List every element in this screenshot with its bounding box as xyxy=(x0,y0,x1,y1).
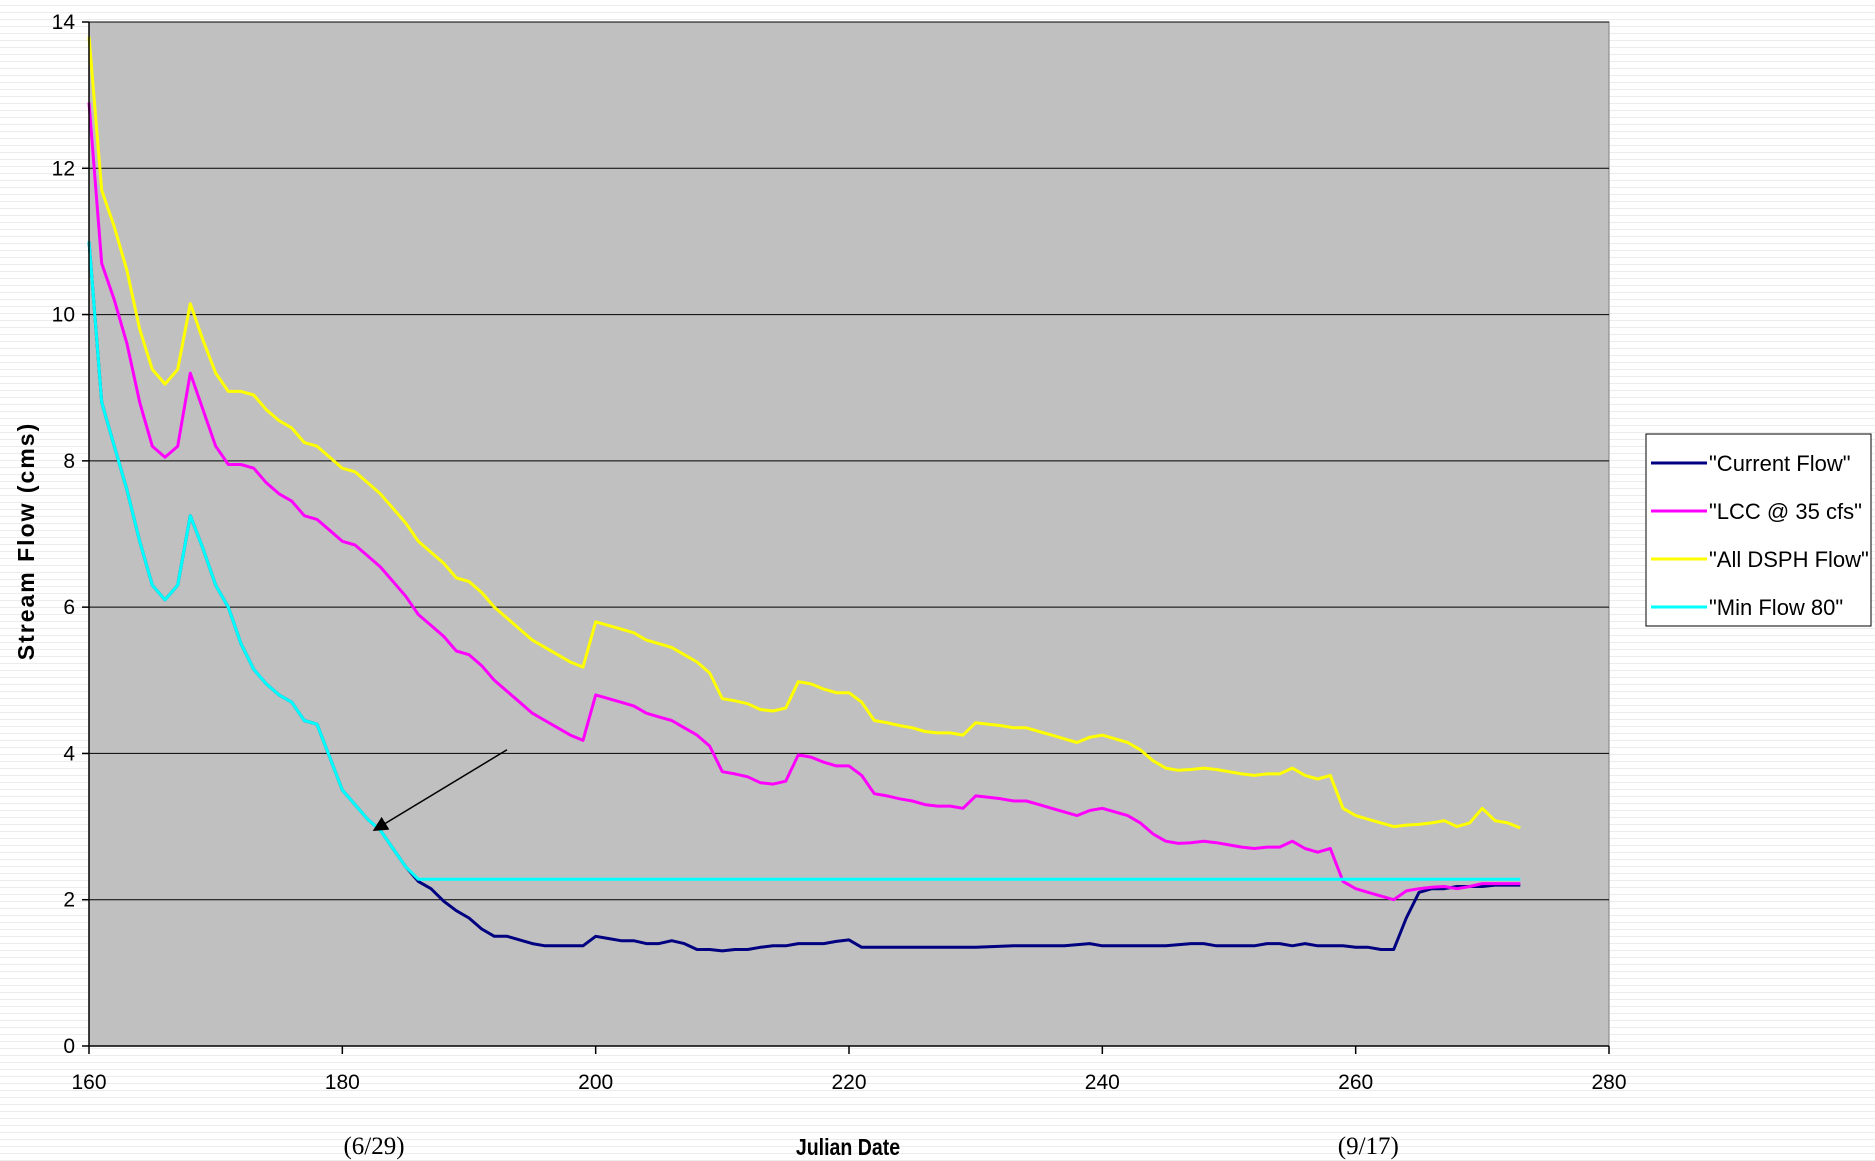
x-tick-label-6: 280 xyxy=(1591,1071,1626,1094)
series-line-1 xyxy=(87,102,1521,902)
legend-label-3: "Min Flow 80" xyxy=(1709,595,1843,620)
y-tick-label-1: 2 xyxy=(63,889,75,912)
x-tick-label-0: 160 xyxy=(71,1071,106,1094)
date-annotation-1: (9/17) xyxy=(1338,1133,1399,1160)
x-axis-title: Julian Date xyxy=(796,1135,900,1161)
annotation-arrow xyxy=(372,749,508,832)
x-tick-label-3: 220 xyxy=(831,1071,866,1094)
y-tick-label-5: 10 xyxy=(52,304,75,327)
y-axis-title: Stream Flow (cms) xyxy=(13,422,39,661)
legend-label-1: "LCC @ 35 cfs" xyxy=(1709,499,1862,524)
x-tick-label-1: 180 xyxy=(325,1071,360,1094)
legend-box xyxy=(1645,433,1872,627)
series-lines xyxy=(87,36,1521,953)
y-tick-label-2: 4 xyxy=(63,742,75,765)
legend: "Current Flow" "LCC @ 35 cfs" "All DSPH Fl… xyxy=(1645,433,1872,627)
x-tick-label-5: 260 xyxy=(1338,1071,1373,1094)
y-tick-label-6: 12 xyxy=(52,157,75,180)
series-line-3 xyxy=(87,241,1521,881)
y-tick-label-7: 14 xyxy=(52,11,76,34)
y-tick-label-3: 6 xyxy=(63,596,75,619)
x-tick-label-2: 200 xyxy=(578,1071,613,1094)
x-tick-label-4: 240 xyxy=(1085,1071,1120,1094)
gridlines xyxy=(89,21,1609,901)
series-line-2 xyxy=(87,36,1521,830)
y-tick-label-4: 8 xyxy=(63,450,75,473)
legend-label-0: "Current Flow" xyxy=(1709,451,1851,476)
y-tick-label-0: 0 xyxy=(63,1035,75,1058)
plot-area xyxy=(88,21,1610,1047)
date-annotation-0: (6/29) xyxy=(343,1133,404,1160)
annotations: (6/29) (9/17) xyxy=(343,749,1399,1160)
axes: 0 2 4 6 8 10 12 14 160 180 200 220 240 260 280 xyxy=(52,11,1627,1094)
legend-label-2: "All DSPH Flow" xyxy=(1709,547,1869,572)
